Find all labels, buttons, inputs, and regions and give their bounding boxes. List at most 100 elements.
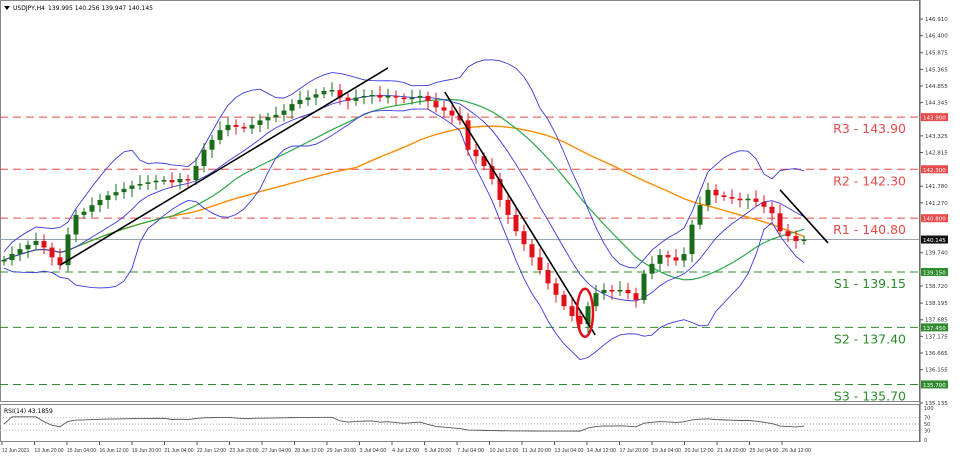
x-tick-label: 26 Jul 12:00 [782,448,811,454]
candle-body [217,130,223,140]
candle-body [385,95,391,98]
x-tick-label: 13 Jul 04:00 [555,448,584,454]
candle-body [481,156,487,167]
x-tick-label: 16 Jun 12:00 [100,448,129,454]
collapse-triangle-icon[interactable] [4,6,10,10]
candle-body [137,183,143,186]
candle-body [425,95,431,101]
price-panel-frame [0,0,920,402]
candle-body [113,192,119,196]
candle-body [153,180,159,183]
candle-body [89,205,95,212]
candle-body [177,179,183,183]
candle-body [761,201,767,207]
bollinger-upper [3,59,805,269]
candle-body [337,90,343,98]
rsi-line [3,416,805,432]
candle-body [409,97,415,100]
y-tick-label: 139.740 [925,251,948,257]
candle-body [297,99,303,105]
candle-body [665,255,671,258]
candle-body [361,95,367,98]
current-price-tag-bg [921,235,948,244]
candle-body [705,189,711,206]
bollinger-lower [3,108,805,361]
y-tick-label: 138.720 [925,284,948,290]
candle-body [73,214,79,235]
moving-average-fast [3,99,805,281]
symbol-label: USDJPY,H4 [13,5,45,12]
level-label-s2: S2 - 137.40 [834,331,906,346]
level-axis-tag: 140.800 [923,217,946,223]
candle-body [793,236,799,242]
level-label-r3: R3 - 143.90 [833,121,906,136]
y-tick-label: 142.815 [925,150,948,156]
x-tick-label: 15 Jun 04:00 [67,448,96,454]
x-tick-label: 7 Jul 04:00 [457,448,484,454]
y-tick-label: 137.175 [925,334,948,340]
candle-body [633,293,639,301]
candle-body [305,97,311,100]
candle-body [529,244,535,258]
candle-body [785,231,791,237]
current-price-tag: 140.145 [923,238,946,244]
candle-body [281,110,287,115]
x-tick-label: 28 Jun 12:00 [295,448,324,454]
candle-body [569,306,575,316]
candle-body [489,166,495,180]
candle-body [201,149,207,167]
candle-body [313,94,319,98]
y-tick-label: 144.345 [925,101,948,107]
rsi-tick-label: 100 [924,406,934,412]
x-tick-label: 17 Jul 20:00 [620,448,649,454]
candle-body [241,126,247,129]
candle-body [65,234,71,266]
candle-body [641,273,647,301]
candle-body [601,289,607,294]
level-axis-tag-bg [921,267,948,276]
candle-body [577,315,583,325]
x-tick-label: 21 Jun 04:00 [165,448,194,454]
candle-body [121,188,127,193]
trendline [59,67,389,266]
y-tick-label: 141.780 [925,184,948,190]
candle-body [713,189,719,196]
x-tick-label: 10 Jul 12:00 [490,448,519,454]
level-axis-tag-bg [921,323,948,332]
y-tick-label: 145.365 [925,67,948,73]
level-axis-tag-bg [921,165,948,174]
candle-body [673,257,679,261]
candle-body [161,180,167,182]
candle-body [433,100,439,108]
level-label-s1: S1 - 139.15 [834,276,906,291]
y-tick-label: 141.270 [925,201,948,207]
candle-body [497,179,503,200]
candle-body [81,211,87,215]
x-tick-label: 21 Jul 20:00 [717,448,746,454]
candle-body [657,255,663,264]
candle-body [233,124,239,127]
candle-body [721,195,727,197]
candle-body [225,124,231,131]
rsi-panel-frame [0,404,920,442]
candle-body [753,198,759,202]
candle-body [617,289,623,292]
y-tick-label: 136.665 [925,351,948,357]
candle-body [401,97,407,100]
candle-body [257,120,263,125]
level-axis-tag: 135.700 [923,383,946,389]
candle-body [145,182,151,184]
candle-body [697,205,703,225]
candle-body [25,244,31,250]
candle-body [377,94,383,98]
candle-body [105,195,111,200]
candle-body [625,289,631,294]
y-tick-label: 143.325 [925,134,948,140]
y-tick-label: 136.155 [925,368,948,374]
rsi-label: RSI(14) 43.1859 [4,408,53,415]
rsi-tick-label: 70 [924,416,930,422]
candle-body [681,254,687,261]
candle-body [593,293,599,307]
